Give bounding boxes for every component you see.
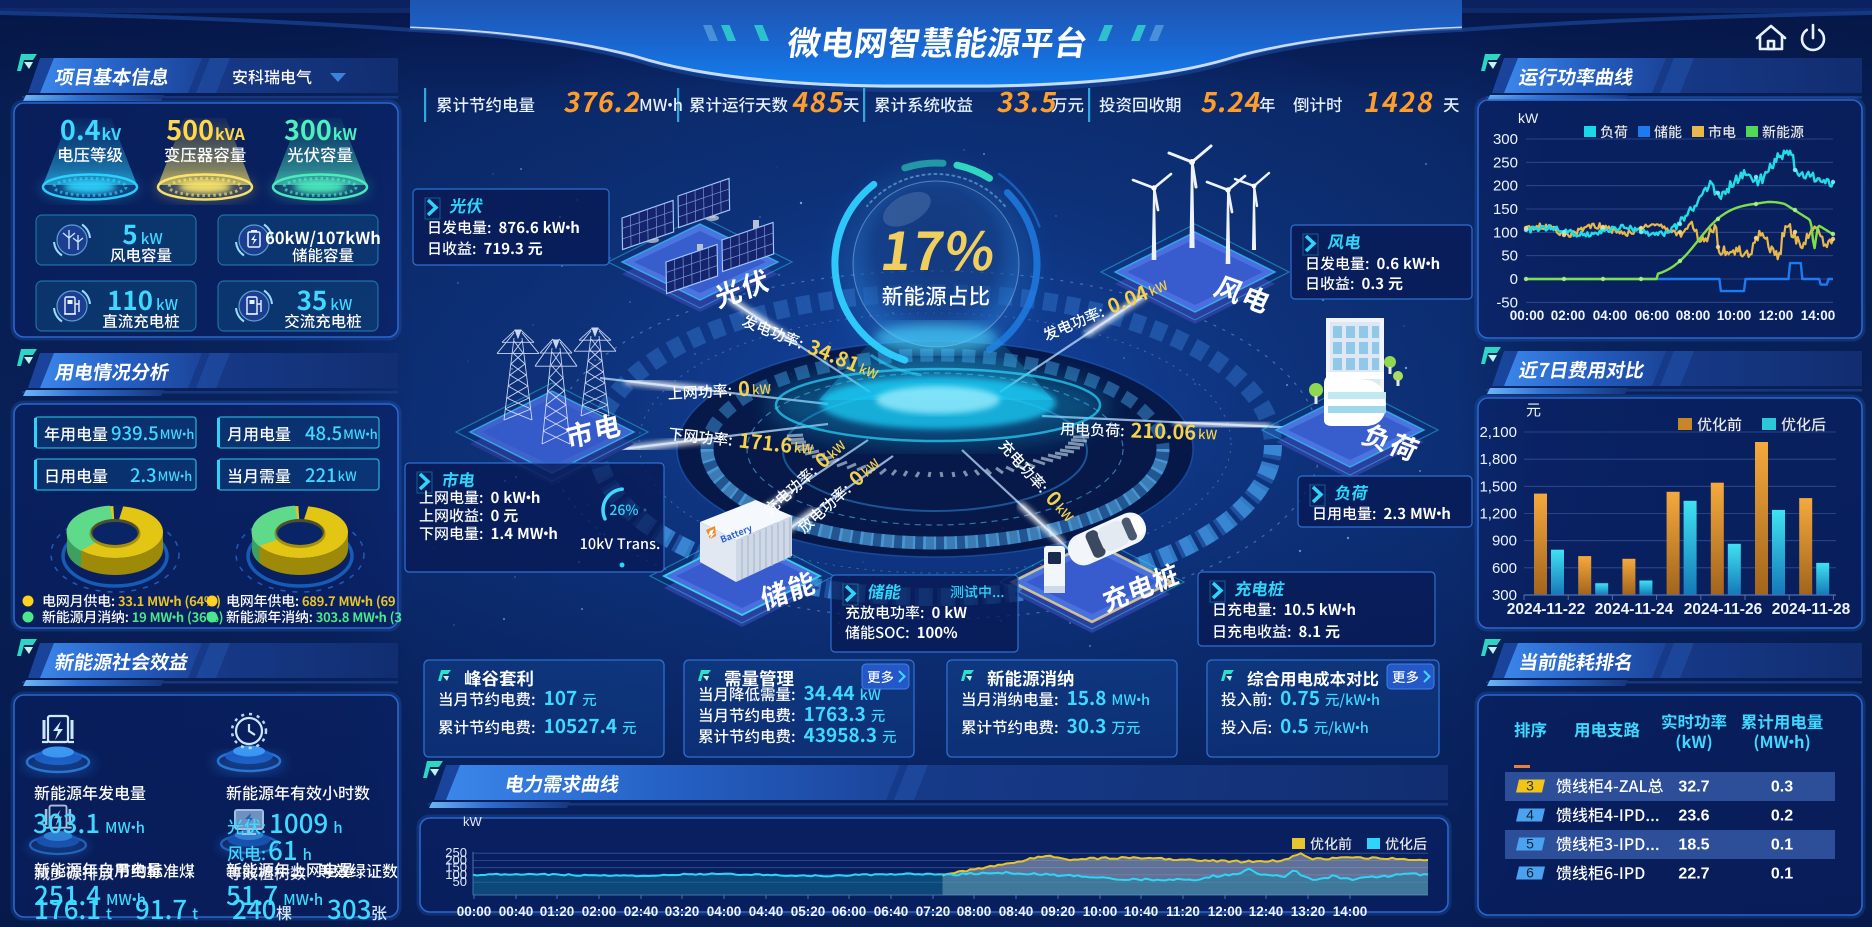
svg-text:1,800: 1,800	[1479, 451, 1517, 468]
svg-text:12:00: 12:00	[1208, 904, 1243, 919]
svg-text:14:00: 14:00	[1333, 904, 1368, 919]
svg-text:300: 300	[1493, 131, 1518, 148]
svg-text:0.1: 0.1	[1771, 837, 1793, 854]
svg-text:32.7: 32.7	[1678, 779, 1709, 796]
svg-text:150: 150	[1493, 201, 1518, 218]
svg-text:250: 250	[1493, 154, 1518, 171]
svg-text:11:20: 11:20	[1166, 904, 1200, 919]
svg-text:06:40: 06:40	[874, 904, 909, 919]
svg-text:2,100: 2,100	[1479, 424, 1517, 441]
svg-text:1,500: 1,500	[1479, 478, 1517, 495]
svg-text:0.3: 0.3	[1771, 779, 1793, 796]
svg-text:23.6: 23.6	[1678, 808, 1709, 825]
svg-text:06:00: 06:00	[832, 904, 867, 919]
svg-text:03:20: 03:20	[665, 904, 700, 919]
svg-text:12:00: 12:00	[1759, 308, 1794, 323]
svg-text:200: 200	[1493, 178, 1518, 195]
svg-text:18.5: 18.5	[1678, 837, 1709, 854]
svg-text:-50: -50	[1496, 294, 1518, 311]
svg-text:0.1: 0.1	[1771, 866, 1793, 883]
svg-text:900: 900	[1492, 533, 1517, 550]
svg-text:150: 150	[445, 860, 467, 875]
svg-text:2024-11-28: 2024-11-28	[1772, 601, 1851, 618]
svg-text:08:00: 08:00	[957, 904, 992, 919]
svg-text:250: 250	[445, 845, 467, 860]
svg-text:02:00: 02:00	[582, 904, 617, 919]
svg-text:00:00: 00:00	[457, 904, 492, 919]
svg-text:01:20: 01:20	[540, 904, 575, 919]
svg-text:6: 6	[1526, 865, 1534, 881]
svg-text:04:40: 04:40	[749, 904, 784, 919]
svg-text:04:00: 04:00	[1593, 308, 1628, 323]
svg-text:08:00: 08:00	[1676, 308, 1711, 323]
svg-text:600: 600	[1492, 560, 1517, 577]
svg-text:4: 4	[1526, 807, 1534, 823]
svg-text:04:00: 04:00	[707, 904, 742, 919]
svg-text:00:00: 00:00	[1510, 308, 1545, 323]
svg-text:5: 5	[1526, 836, 1534, 852]
svg-text:14:00: 14:00	[1801, 308, 1836, 323]
svg-text:02:00: 02:00	[1551, 308, 1586, 323]
svg-text:06:00: 06:00	[1635, 308, 1670, 323]
svg-text:100: 100	[1493, 224, 1518, 241]
svg-text:07:20: 07:20	[916, 904, 951, 919]
svg-text:300: 300	[1492, 587, 1517, 604]
svg-text:09:20: 09:20	[1041, 904, 1076, 919]
svg-text:2024-11-24: 2024-11-24	[1595, 601, 1674, 618]
svg-text:50: 50	[1501, 248, 1518, 265]
svg-text:50: 50	[453, 874, 467, 889]
svg-text:0: 0	[1510, 271, 1518, 288]
svg-text:2024-11-26: 2024-11-26	[1684, 601, 1763, 618]
svg-text:3: 3	[1526, 778, 1534, 794]
svg-text:10:40: 10:40	[1124, 904, 1159, 919]
svg-text:1,200: 1,200	[1479, 506, 1517, 523]
svg-text:00:40: 00:40	[499, 904, 534, 919]
svg-text:10:00: 10:00	[1717, 308, 1752, 323]
svg-text:200: 200	[445, 853, 467, 868]
svg-text:元: 元	[1526, 402, 1541, 419]
svg-text:22.7: 22.7	[1678, 866, 1709, 883]
svg-text:kW: kW	[463, 814, 483, 829]
svg-text:02:40: 02:40	[624, 904, 659, 919]
svg-text:12:40: 12:40	[1249, 904, 1284, 919]
svg-text:10:00: 10:00	[1083, 904, 1118, 919]
svg-text:05:20: 05:20	[791, 904, 826, 919]
svg-text:100: 100	[445, 867, 467, 882]
svg-text:08:40: 08:40	[999, 904, 1034, 919]
svg-text:0.2: 0.2	[1771, 808, 1793, 825]
svg-text:kW: kW	[1518, 110, 1539, 126]
svg-text:13:20: 13:20	[1291, 904, 1326, 919]
svg-text:2024-11-22: 2024-11-22	[1507, 601, 1585, 618]
